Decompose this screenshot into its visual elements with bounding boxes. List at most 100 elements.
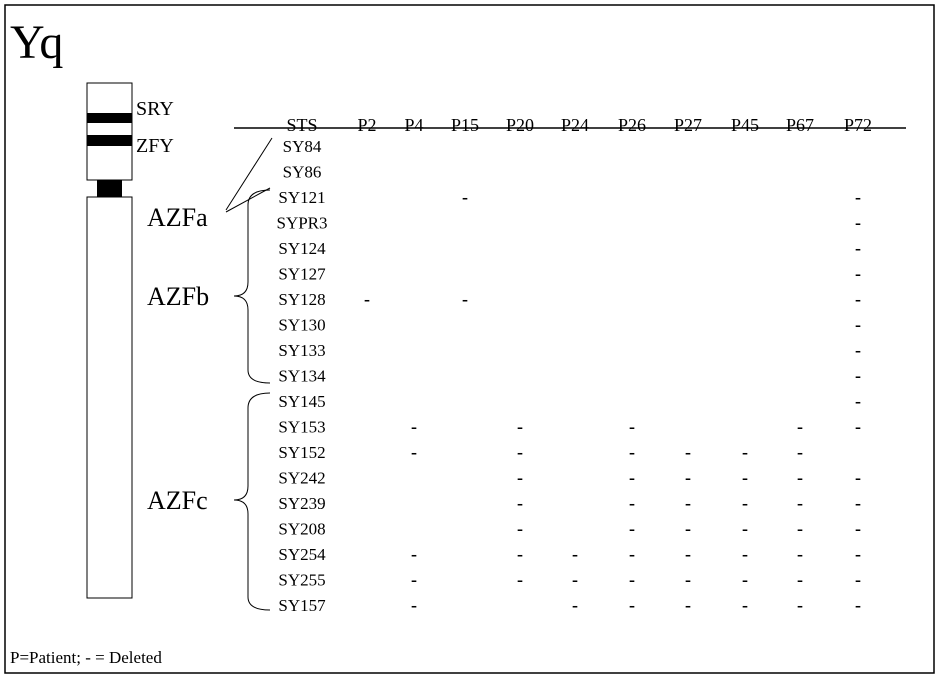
deletion-mark: -: [629, 417, 635, 437]
deletion-mark: -: [855, 315, 861, 335]
title: Yq: [10, 16, 63, 69]
deletion-mark: -: [629, 442, 635, 462]
deletion-mark: -: [629, 493, 635, 513]
deletion-mark: -: [797, 519, 803, 539]
deletion-mark: -: [855, 544, 861, 564]
deletion-mark: -: [629, 468, 635, 488]
deletion-mark: -: [411, 417, 417, 437]
region-label: AZFc: [147, 486, 208, 515]
deletion-mark: -: [742, 570, 748, 590]
sts-label: SY255: [278, 571, 325, 590]
deletion-mark: -: [742, 442, 748, 462]
deletion-mark: -: [517, 544, 523, 564]
sts-label: SY254: [278, 545, 326, 564]
deletion-mark: -: [629, 570, 635, 590]
sts-label: SY157: [278, 596, 326, 615]
column-header: P26: [618, 115, 646, 135]
deletion-mark: -: [797, 468, 803, 488]
deletion-mark: -: [685, 595, 691, 615]
deletion-mark: -: [797, 442, 803, 462]
sts-label: SY208: [278, 520, 325, 539]
deletion-mark: -: [742, 519, 748, 539]
band: [87, 135, 132, 146]
deletion-mark: -: [855, 340, 861, 360]
column-header: P67: [786, 115, 814, 135]
sts-label: SY145: [278, 392, 325, 411]
deletion-mark: -: [742, 544, 748, 564]
slide: Yq SRY ZFY AZFa AZFb AZFc STSP2P4P15P20P…: [0, 0, 940, 679]
deletion-mark: -: [572, 544, 578, 564]
deletion-mark: -: [364, 289, 370, 309]
deletion-mark: -: [517, 570, 523, 590]
deletion-mark: -: [685, 442, 691, 462]
deletion-mark: -: [685, 493, 691, 513]
sts-label: SY86: [283, 163, 322, 182]
deletion-mark: -: [855, 264, 861, 284]
region-label: AZFa: [147, 203, 208, 232]
deletion-mark: -: [685, 570, 691, 590]
sts-label: SY134: [278, 367, 326, 386]
footer: P=Patient; - = Deleted: [10, 648, 162, 667]
sts-label: SY121: [278, 188, 325, 207]
sts-label: SY133: [278, 341, 325, 360]
deletion-mark: -: [797, 493, 803, 513]
deletion-mark: -: [629, 519, 635, 539]
deletion-mark: -: [411, 544, 417, 564]
region-label: AZFb: [147, 282, 209, 311]
deletion-mark: -: [855, 289, 861, 309]
column-header: P15: [451, 115, 479, 135]
deletion-mark: -: [855, 366, 861, 386]
deletion-mark: -: [797, 544, 803, 564]
column-header: P27: [674, 115, 702, 135]
deletion-mark: -: [517, 442, 523, 462]
deletion-mark: -: [797, 417, 803, 437]
deletion-mark: -: [685, 544, 691, 564]
sts-label: SY128: [278, 290, 325, 309]
deletion-mark: -: [411, 595, 417, 615]
deletion-mark: -: [517, 417, 523, 437]
deletion-mark: -: [411, 570, 417, 590]
deletion-mark: -: [629, 595, 635, 615]
sts-label: SY124: [278, 239, 326, 258]
deletion-mark: -: [572, 595, 578, 615]
chromosome-arm: [87, 83, 132, 180]
column-header: STS: [286, 115, 317, 135]
deletion-mark: -: [855, 570, 861, 590]
deletion-mark: -: [855, 238, 861, 258]
deletion-mark: -: [742, 493, 748, 513]
band: [87, 113, 132, 123]
gene-label: SRY: [136, 98, 174, 120]
deletion-mark: -: [855, 417, 861, 437]
deletion-mark: -: [797, 570, 803, 590]
sts-label: SY84: [283, 137, 322, 156]
gene-label: ZFY: [136, 135, 174, 157]
column-header: P72: [844, 115, 872, 135]
deletion-mark: -: [462, 289, 468, 309]
sts-label: SY130: [278, 316, 325, 335]
deletion-mark: -: [517, 519, 523, 539]
deletion-mark: -: [742, 468, 748, 488]
deletion-mark: -: [629, 544, 635, 564]
column-header: P20: [506, 115, 534, 135]
column-header: P24: [561, 115, 589, 135]
deletion-mark: -: [685, 519, 691, 539]
sts-label: SY239: [278, 494, 325, 513]
deletion-mark: -: [797, 595, 803, 615]
deletion-mark: -: [411, 442, 417, 462]
centromere: [97, 180, 122, 197]
deletion-mark: -: [572, 570, 578, 590]
deletion-mark: -: [855, 519, 861, 539]
deletion-mark: -: [855, 391, 861, 411]
deletion-mark: -: [855, 213, 861, 233]
deletion-mark: -: [462, 187, 468, 207]
sts-label: SY153: [278, 418, 325, 437]
sts-label: SYPR3: [276, 214, 327, 233]
deletion-mark: -: [855, 595, 861, 615]
sts-label: SY127: [278, 265, 326, 284]
sts-label: SY242: [278, 469, 325, 488]
sts-label: SY152: [278, 443, 325, 462]
deletion-mark: -: [855, 493, 861, 513]
deletion-mark: -: [855, 187, 861, 207]
deletion-mark: -: [517, 468, 523, 488]
deletion-mark: -: [742, 595, 748, 615]
